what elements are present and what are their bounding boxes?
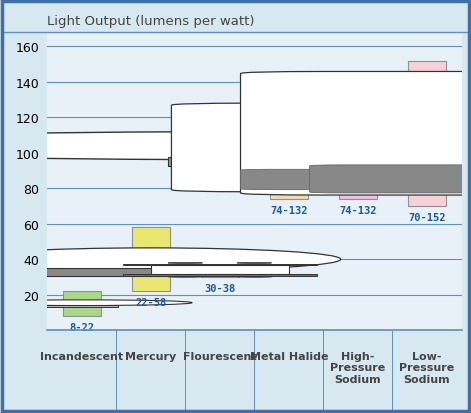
- Text: Incandescent: Incandescent: [40, 351, 123, 361]
- Bar: [270, 97, 308, 199]
- Circle shape: [168, 277, 203, 278]
- Bar: [30, 268, 272, 276]
- Text: Mercury: Mercury: [125, 351, 176, 361]
- Bar: [201, 263, 239, 277]
- Text: Light Output (lumens per watt): Light Output (lumens per watt): [47, 15, 255, 28]
- Text: Metal Halide: Metal Halide: [250, 351, 328, 361]
- Text: 74-132: 74-132: [270, 206, 308, 216]
- Bar: [63, 292, 101, 316]
- Ellipse shape: [0, 248, 341, 271]
- FancyBboxPatch shape: [309, 166, 471, 193]
- FancyBboxPatch shape: [171, 104, 471, 192]
- Bar: [168, 158, 410, 167]
- Text: 8-22: 8-22: [69, 323, 94, 332]
- Text: Low-
Pressure
Sodium: Low- Pressure Sodium: [399, 351, 455, 384]
- Text: 74-132: 74-132: [339, 206, 377, 216]
- Text: 22-58: 22-58: [135, 298, 166, 308]
- Text: Flourescent: Flourescent: [183, 351, 257, 361]
- Bar: [46, 305, 118, 307]
- Text: High-
Pressure
Sodium: High- Pressure Sodium: [330, 351, 386, 384]
- Circle shape: [237, 277, 272, 278]
- Bar: [123, 264, 317, 266]
- Circle shape: [237, 263, 272, 264]
- Circle shape: [0, 300, 192, 306]
- Bar: [132, 228, 170, 292]
- Circle shape: [0, 132, 471, 161]
- Bar: [123, 275, 317, 276]
- Text: 30-38: 30-38: [204, 283, 236, 294]
- FancyBboxPatch shape: [241, 72, 471, 196]
- Bar: [151, 266, 289, 275]
- Circle shape: [168, 263, 203, 264]
- Bar: [408, 62, 446, 206]
- Text: 70-152: 70-152: [408, 213, 446, 223]
- FancyBboxPatch shape: [241, 170, 471, 190]
- Bar: [339, 97, 377, 199]
